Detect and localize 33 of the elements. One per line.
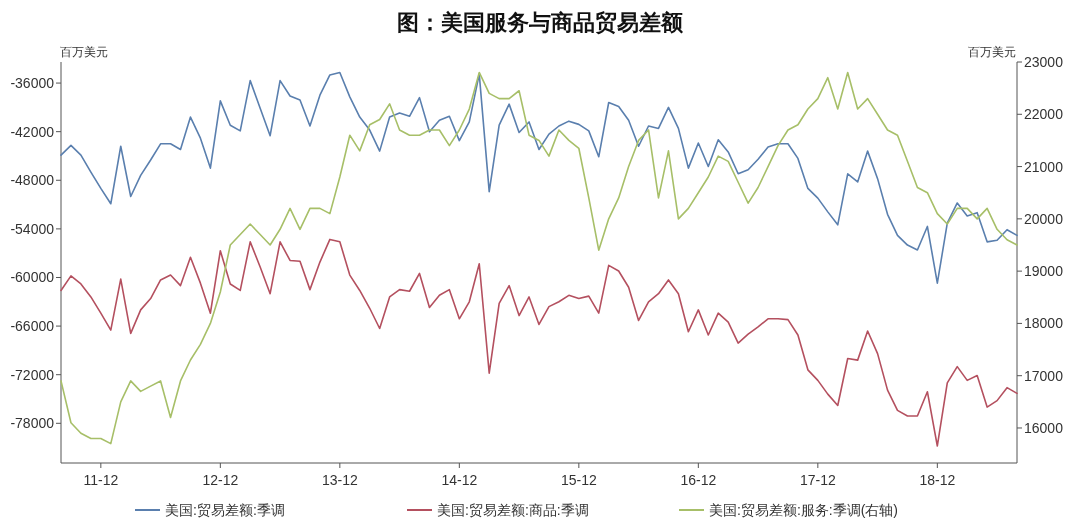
y-tick-label: -60000 [10, 269, 55, 286]
x-tick-label: 16-12 [680, 472, 717, 488]
y-axis-title: 百万美元 [60, 45, 108, 59]
y2-tick-label: 21000 [1024, 158, 1064, 175]
y-tick-label: -78000 [10, 415, 55, 432]
y-tick-label: -54000 [10, 220, 55, 237]
x-tick-label: 11-12 [83, 472, 119, 488]
line-series [60, 238, 1018, 447]
legend-label: 美国:贸易差额:商品:季调 [437, 502, 589, 518]
y-tick-label: -72000 [10, 366, 55, 383]
x-tick-label: 17-12 [799, 472, 836, 488]
x-tick-label: 12-12 [202, 472, 239, 488]
y2-tick-label: 19000 [1024, 263, 1064, 280]
y-tick-label: -66000 [10, 318, 55, 335]
chart-title: 图：美国服务与商品贸易差额 [397, 9, 684, 35]
x-tick-label: 18-12 [919, 472, 956, 488]
line-series [60, 71, 1018, 284]
legend-label: 美国:贸易差额:服务:季调(右轴) [709, 502, 898, 518]
y2-tick-label: 16000 [1024, 419, 1064, 436]
y2-tick-label: 23000 [1024, 54, 1064, 70]
y2-tick-label: 22000 [1024, 106, 1064, 123]
y2-tick-label: 17000 [1024, 367, 1064, 384]
y2-axis-title: 百万美元 [968, 45, 1016, 59]
y-tick-label: -42000 [10, 123, 55, 140]
x-tick-label: 13-12 [321, 472, 358, 488]
legend-label: 美国:贸易差额:季调 [165, 502, 285, 518]
x-tick-label: 14-12 [441, 472, 478, 488]
y2-tick-label: 18000 [1024, 315, 1064, 332]
y-tick-label: -36000 [10, 75, 55, 92]
y-tick-label: -48000 [10, 172, 55, 189]
y2-tick-label: 20000 [1024, 210, 1064, 227]
line-series [60, 71, 1018, 445]
x-tick-label: 15-12 [560, 472, 597, 488]
